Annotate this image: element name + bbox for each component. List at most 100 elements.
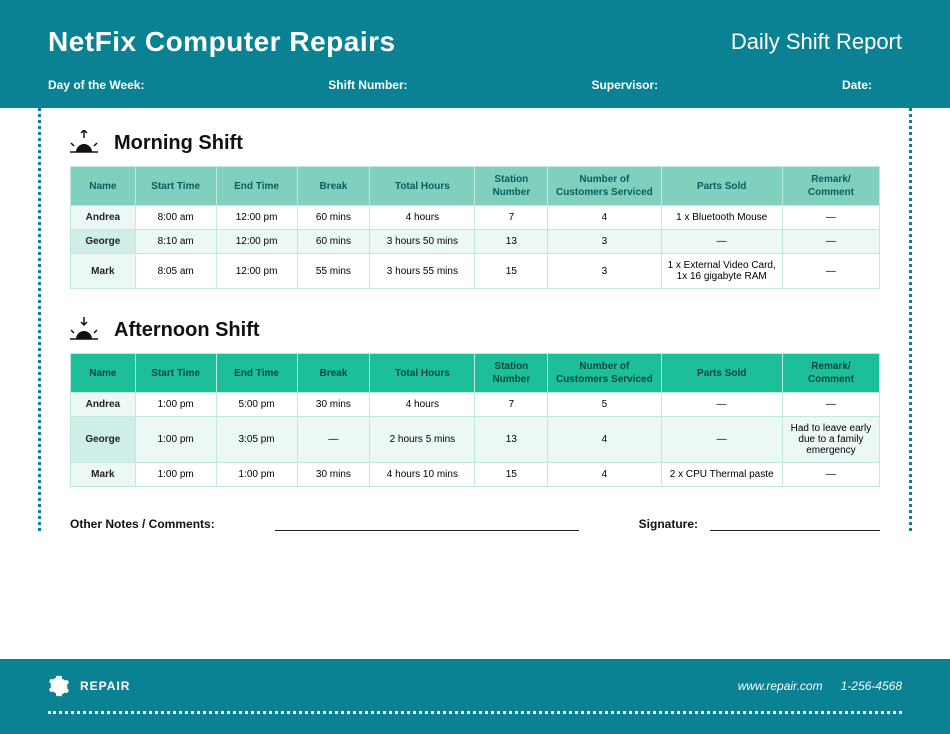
- col-break: Break: [297, 167, 370, 206]
- cell-customers: 4: [548, 463, 661, 487]
- table-row: George1:00 pm3:05 pm—2 hours 5 mins134—H…: [71, 417, 880, 463]
- cell-end: 12:00 pm: [216, 206, 297, 230]
- footer-brand-text: REPAIR: [80, 679, 130, 693]
- gear-icon: [48, 675, 70, 697]
- footer-url: www.repair.com: [738, 679, 823, 693]
- cell-start: 8:05 am: [135, 254, 216, 289]
- notes-line: [275, 515, 579, 531]
- company-name: NetFix Computer Repairs: [48, 26, 396, 58]
- col-station: Station Number: [475, 167, 548, 206]
- cell-parts: 2 x CPU Thermal paste: [661, 463, 782, 487]
- header-fields: Day of the Week: Shift Number: Superviso…: [48, 78, 902, 92]
- table-row: Andrea1:00 pm5:00 pm30 mins4 hours75——: [71, 393, 880, 417]
- col-remark: Remark/ Comment: [782, 167, 879, 206]
- table-row: Andrea8:00 am12:00 pm60 mins4 hours741 x…: [71, 206, 880, 230]
- cell-name: Andrea: [71, 206, 136, 230]
- cell-name: Mark: [71, 254, 136, 289]
- signature-line: [710, 515, 880, 531]
- cell-station: 13: [475, 417, 548, 463]
- col-hours: Total Hours: [370, 167, 475, 206]
- cell-break: 60 mins: [297, 206, 370, 230]
- field-day: Day of the Week:: [48, 78, 144, 92]
- morning-section: Morning Shift Name Start Time End Time B…: [70, 130, 880, 289]
- cell-hours: 4 hours: [370, 206, 475, 230]
- cell-parts: 1 x Bluetooth Mouse: [661, 206, 782, 230]
- col-parts: Parts Sold: [661, 354, 782, 393]
- col-start: Start Time: [135, 354, 216, 393]
- cell-start: 1:00 pm: [135, 463, 216, 487]
- cell-customers: 3: [548, 230, 661, 254]
- cell-start: 8:00 am: [135, 206, 216, 230]
- cell-parts: 1 x External Video Card, 1x 16 gigabyte …: [661, 254, 782, 289]
- cell-name: George: [71, 230, 136, 254]
- signature-label: Signature:: [639, 517, 698, 531]
- cell-hours: 3 hours 55 mins: [370, 254, 475, 289]
- col-end: End Time: [216, 354, 297, 393]
- cell-station: 15: [475, 463, 548, 487]
- cell-name: Mark: [71, 463, 136, 487]
- cell-hours: 4 hours: [370, 393, 475, 417]
- cell-remark: —: [782, 254, 879, 289]
- cell-customers: 4: [548, 206, 661, 230]
- table-header-row: Name Start Time End Time Break Total Hou…: [71, 167, 880, 206]
- cell-station: 13: [475, 230, 548, 254]
- footer: REPAIR www.repair.com 1-256-4568: [0, 659, 950, 734]
- cell-start: 1:00 pm: [135, 417, 216, 463]
- cell-break: 60 mins: [297, 230, 370, 254]
- cell-hours: 4 hours 10 mins: [370, 463, 475, 487]
- cell-hours: 3 hours 50 mins: [370, 230, 475, 254]
- morning-table: Name Start Time End Time Break Total Hou…: [70, 166, 880, 289]
- cell-remark: —: [782, 206, 879, 230]
- cell-remark: —: [782, 230, 879, 254]
- cell-customers: 4: [548, 417, 661, 463]
- header: NetFix Computer Repairs Daily Shift Repo…: [0, 0, 950, 108]
- col-parts: Parts Sold: [661, 167, 782, 206]
- cell-end: 1:00 pm: [216, 463, 297, 487]
- table-row: Mark1:00 pm1:00 pm30 mins4 hours 10 mins…: [71, 463, 880, 487]
- cell-customers: 3: [548, 254, 661, 289]
- dotted-border-right: [909, 108, 912, 531]
- table-header-row: Name Start Time End Time Break Total Hou…: [71, 354, 880, 393]
- content: Morning Shift Name Start Time End Time B…: [0, 108, 950, 531]
- report-title: Daily Shift Report: [731, 29, 902, 55]
- cell-parts: —: [661, 417, 782, 463]
- cell-break: 30 mins: [297, 463, 370, 487]
- cell-break: —: [297, 417, 370, 463]
- sunset-icon: [70, 317, 98, 343]
- dotted-border-left: [38, 108, 41, 531]
- cell-station: 7: [475, 393, 548, 417]
- col-customers: Number of Customers Serviced: [548, 167, 661, 206]
- cell-start: 8:10 am: [135, 230, 216, 254]
- table-row: Mark8:05 am12:00 pm55 mins3 hours 55 min…: [71, 254, 880, 289]
- field-shift: Shift Number:: [328, 78, 407, 92]
- cell-parts: —: [661, 230, 782, 254]
- cell-end: 12:00 pm: [216, 230, 297, 254]
- cell-end: 3:05 pm: [216, 417, 297, 463]
- col-station: Station Number: [475, 354, 548, 393]
- cell-remark: Had to leave early due to a family emerg…: [782, 417, 879, 463]
- col-remark: Remark/ Comment: [782, 354, 879, 393]
- afternoon-title: Afternoon Shift: [114, 319, 260, 342]
- footer-brand: REPAIR: [48, 675, 130, 697]
- col-break: Break: [297, 354, 370, 393]
- cell-name: Andrea: [71, 393, 136, 417]
- notes-row: Other Notes / Comments: Signature:: [70, 515, 880, 531]
- cell-remark: —: [782, 393, 879, 417]
- cell-remark: —: [782, 463, 879, 487]
- morning-title: Morning Shift: [114, 132, 243, 155]
- col-name: Name: [71, 354, 136, 393]
- cell-end: 12:00 pm: [216, 254, 297, 289]
- col-end: End Time: [216, 167, 297, 206]
- cell-station: 7: [475, 206, 548, 230]
- notes-label: Other Notes / Comments:: [70, 517, 215, 531]
- sunrise-icon: [70, 130, 98, 156]
- field-supervisor: Supervisor:: [591, 78, 658, 92]
- col-start: Start Time: [135, 167, 216, 206]
- afternoon-section: Afternoon Shift Name Start Time End Time…: [70, 317, 880, 487]
- footer-phone: 1-256-4568: [841, 679, 902, 693]
- cell-end: 5:00 pm: [216, 393, 297, 417]
- cell-break: 55 mins: [297, 254, 370, 289]
- col-name: Name: [71, 167, 136, 206]
- cell-station: 15: [475, 254, 548, 289]
- cell-name: George: [71, 417, 136, 463]
